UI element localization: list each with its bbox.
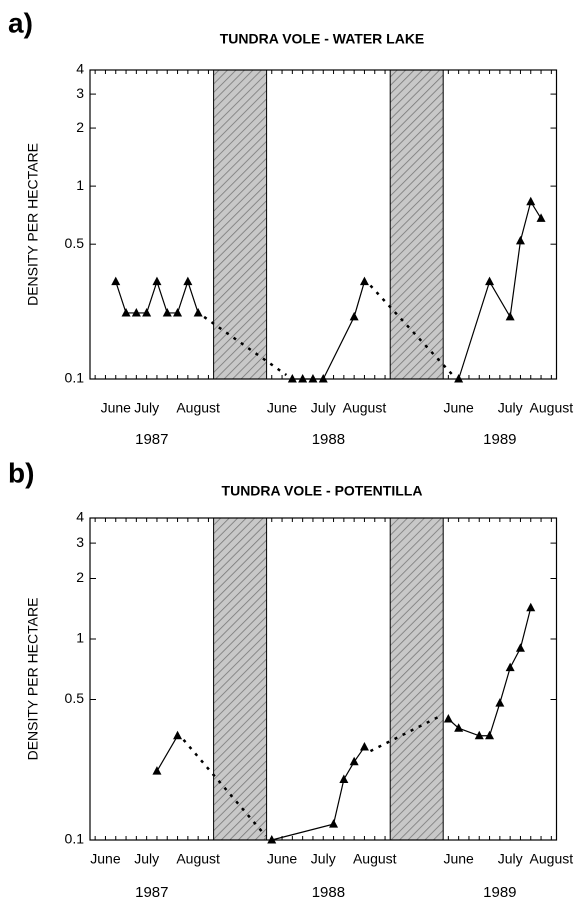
data-point [318,374,328,383]
plot-frame [89,69,558,380]
data-point [121,307,131,317]
data-point [152,276,162,286]
series-line [156,735,179,772]
y-tick-label: 0.5 [65,690,85,706]
y-axis-label: DENSITY PER HECTARE [25,598,41,761]
data-point [485,730,495,740]
panel-label: a) [8,7,33,38]
winter-band [213,69,268,380]
y-tick-label: 3 [76,534,84,550]
series-line [292,281,366,380]
chart-title: TUNDRA VOLE - WATER LAKE [220,31,425,47]
x-tick-label: July [134,851,159,867]
data-point [193,307,203,317]
data-point [359,276,369,286]
data-point [339,774,349,783]
x-tick-label: June [267,400,298,416]
data-point [173,307,183,317]
x-tick-label: August [176,851,220,867]
x-tick-label: June [267,851,298,867]
data-point [349,311,359,321]
data-point [515,235,525,245]
y-tick-label: 1 [76,177,84,193]
chart-title: TUNDRA VOLE - POTENTILLA [222,483,423,499]
year-label: 1989 [483,884,516,901]
series-line [271,746,365,841]
x-tick-label: June [90,851,121,867]
data-point [526,602,536,612]
year-label: 1989 [483,431,516,448]
data-point [152,766,162,775]
x-tick-label: July [498,851,523,867]
data-point [359,742,369,751]
y-tick-label: 2 [76,569,84,585]
x-tick-label: August [530,851,574,867]
year-label: 1988 [312,884,345,901]
data-point [349,756,359,766]
series-line [458,200,542,380]
winter-link [203,315,288,377]
y-tick-label: 2 [76,119,84,135]
data-point [142,307,152,317]
data-point [183,276,193,286]
x-tick-label: August [176,400,220,416]
y-axis-label: DENSITY PER HECTARE [25,143,41,306]
year-label: 1987 [135,884,168,901]
data-point [495,698,505,707]
x-tick-label: June [101,400,132,416]
winter-band [389,69,444,380]
x-tick-label: June [443,400,474,416]
data-point [162,307,172,317]
data-point [454,723,464,732]
data-point [443,713,453,723]
series-line [115,279,199,314]
x-tick-label: June [443,851,474,867]
winter-band [389,517,444,841]
winter-band [213,517,268,841]
winter-link [369,284,454,376]
data-point [536,213,546,222]
data-point [505,662,515,672]
x-tick-label: July [311,400,336,416]
x-tick-label: July [498,400,523,416]
x-tick-label: August [343,400,387,416]
panel-label: b) [8,457,34,488]
year-label: 1987 [135,431,168,448]
x-tick-label: August [530,400,574,416]
year-label: 1988 [312,431,345,448]
x-tick-label: July [134,400,159,416]
data-point [111,276,121,286]
x-tick-label: August [353,851,397,867]
y-tick-label: 0.1 [65,831,85,847]
y-tick-label: 4 [76,509,84,525]
data-point [485,276,495,286]
y-tick-label: 3 [76,85,84,101]
y-tick-label: 4 [76,61,84,77]
data-point [308,374,318,383]
data-point [173,730,183,740]
series-line [447,607,532,737]
data-point [267,835,277,844]
y-tick-label: 0.5 [65,235,85,251]
winter-link [182,738,267,837]
data-point [131,307,141,317]
data-point [515,643,525,652]
data-point [474,730,484,740]
data-point [526,196,536,206]
plot-frame [89,517,558,841]
data-point [329,819,339,828]
data-point [505,311,515,321]
data-point [298,374,308,383]
data-point [287,374,297,383]
y-tick-label: 1 [76,630,84,646]
x-tick-label: July [311,851,336,867]
y-tick-label: 0.1 [65,370,85,386]
data-point [454,374,464,383]
